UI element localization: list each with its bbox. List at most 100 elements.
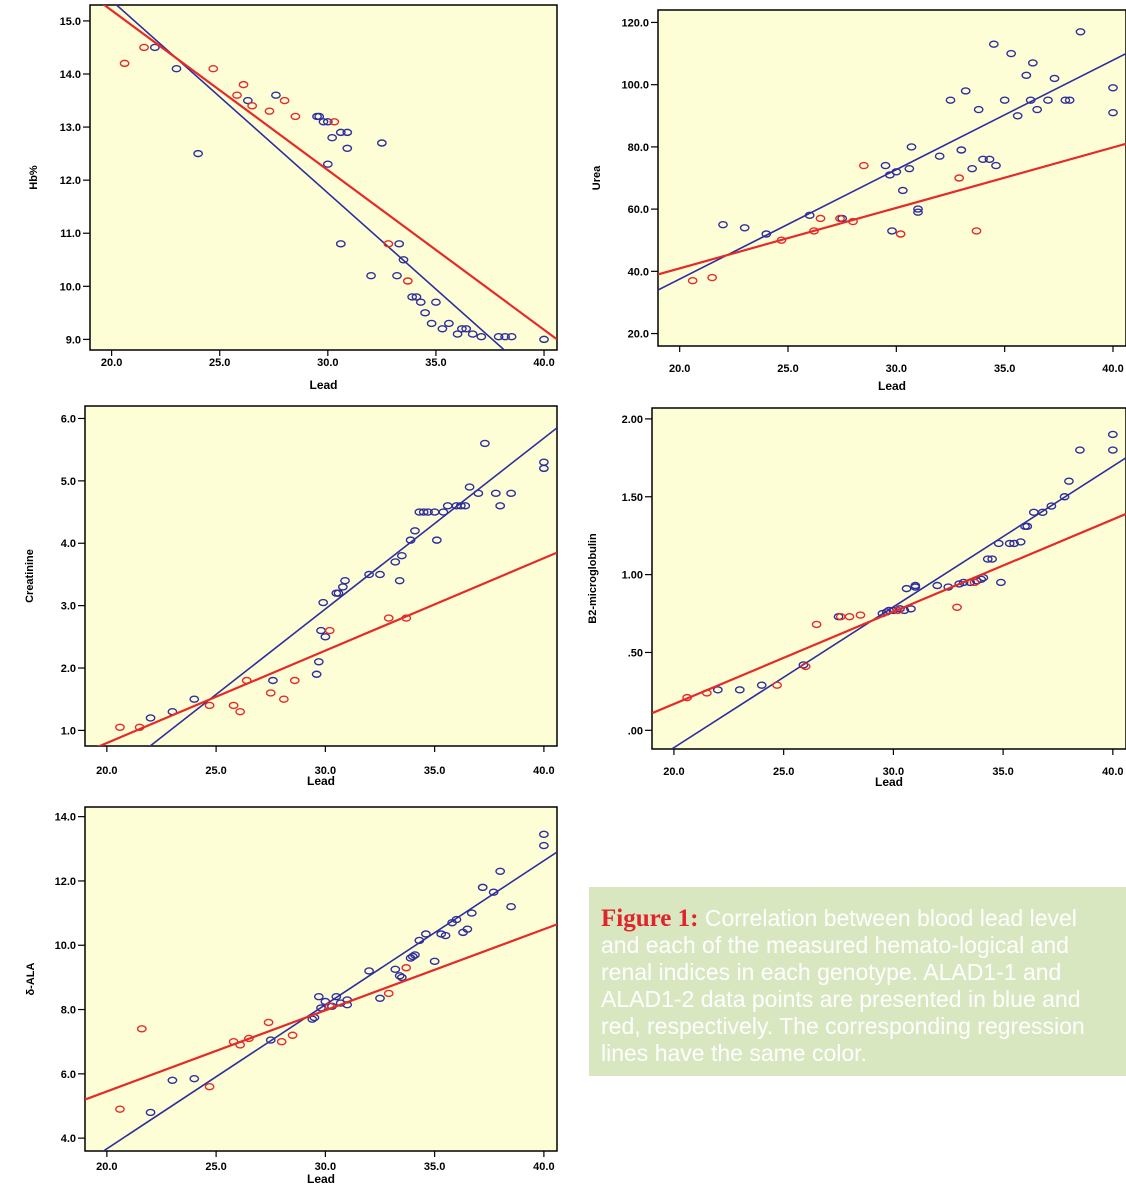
urea-blue-point xyxy=(1012,112,1023,120)
urea-blue-point xyxy=(945,96,956,104)
hb-blue-point xyxy=(335,240,346,248)
urea-blue-point xyxy=(1108,84,1118,92)
ala-x-axis-label: Lead xyxy=(307,1172,335,1186)
b2m-red-point xyxy=(682,693,693,702)
ala-y-axis-label: δ-ALA xyxy=(25,962,37,995)
urea-blue-point xyxy=(1027,59,1038,67)
urea-blue-point xyxy=(999,96,1010,104)
urea-x-axis-label: Lead xyxy=(878,379,906,393)
creatinine-x-tick-label: 40.0 xyxy=(533,765,554,777)
creatinine-blue-point xyxy=(460,502,471,510)
creatinine-red-point xyxy=(324,626,335,635)
ala-blue-point xyxy=(390,965,401,974)
ala-blue-point xyxy=(407,952,418,961)
creatinine-red-point xyxy=(278,695,289,703)
hb-y-tick-label: 12.0 xyxy=(60,175,81,187)
hb-red-point xyxy=(279,96,290,105)
b2m-blue-point xyxy=(1075,446,1085,454)
hb-blue-point xyxy=(476,333,487,341)
creatinine-blue-point xyxy=(538,464,549,473)
urea-blue-point xyxy=(1021,71,1032,80)
ala-y-tick-label: 8.0 xyxy=(61,1005,76,1017)
creatinine-blue-point xyxy=(189,695,200,703)
creatinine-blue-point xyxy=(423,508,433,516)
creatinine-blue-point xyxy=(311,670,322,678)
urea-blue-point xyxy=(1025,96,1036,104)
b2m-blue-point xyxy=(1009,539,1019,548)
urea-blue-point xyxy=(984,155,995,164)
urea-blue-point xyxy=(1064,96,1075,104)
b2m-blue-point xyxy=(987,555,998,563)
urea-y-tick-label: 20.0 xyxy=(628,329,649,341)
hb-red-point xyxy=(383,240,394,248)
hb-y-tick-label: 13.0 xyxy=(60,122,81,134)
hb-blue-point xyxy=(342,128,353,137)
creatinine-red-point xyxy=(134,723,145,731)
urea-blue-point xyxy=(1049,74,1060,83)
b2m-blue-point xyxy=(901,584,912,593)
creatinine-blue-point xyxy=(145,714,156,722)
ala-blue-point xyxy=(189,1074,200,1083)
ala-chart: 4.0 6.0 8.0 10.0 12.0 14.0 20.0 25.0 30.0 35.0 40.… xyxy=(25,806,558,1186)
b2m-red-point xyxy=(701,689,712,697)
creatinine-red-point xyxy=(289,676,300,685)
creatinine-red-point xyxy=(115,723,125,731)
b2m-red-point xyxy=(844,612,855,621)
ala-blue-point xyxy=(420,930,431,938)
creatinine-x-tick-label: 35.0 xyxy=(424,765,445,777)
ala-red-point xyxy=(401,964,412,972)
hb-blue-point xyxy=(506,333,517,341)
b2m-blue-point xyxy=(734,686,745,694)
urea-chart: 20.0 40.0 60.0 80.0 100.0 120.0 20.0 25.0 30.0 35… xyxy=(591,9,1126,393)
urea-blue-point xyxy=(718,220,728,229)
ala-plot-area xyxy=(84,806,558,1152)
hb-x-tick-label: 30.0 xyxy=(317,357,338,369)
b2m-blue-point xyxy=(1064,477,1074,485)
urea-blue-point xyxy=(956,146,967,154)
creatinine-y-axis-label: Creatinine xyxy=(24,549,36,603)
ala-blue-point xyxy=(167,1076,178,1084)
ala-blue-point xyxy=(364,967,374,975)
b2m-blue-point xyxy=(1046,502,1057,510)
urea-blue-point xyxy=(804,211,815,220)
b2m-blue-point xyxy=(996,578,1006,587)
creatinine-blue-point xyxy=(364,570,374,579)
creatinine-blue-point xyxy=(506,489,517,498)
b2m-blue-point xyxy=(756,681,767,689)
b2m-y-tick-label: 1.50 xyxy=(622,492,643,504)
hb-blue-point xyxy=(539,335,549,344)
b2m-blue-point xyxy=(910,581,921,590)
b2m-blue-point xyxy=(958,578,969,587)
hb-blue-point xyxy=(366,271,376,280)
creatinine-blue-point xyxy=(418,508,429,516)
hb-chart: 9.0 10.0 11.0 12.0 13.0 14.0 15.0 20.0 25.0 30.0 3… xyxy=(28,4,558,392)
hb-blue-point xyxy=(242,96,253,105)
creatinine-red-point xyxy=(383,614,394,622)
urea-blue-point xyxy=(897,186,908,195)
urea-blue-point xyxy=(913,208,923,216)
creatinine-blue-point xyxy=(375,570,385,579)
ala-blue-point xyxy=(414,936,425,945)
urea-blue-point xyxy=(1108,108,1118,117)
hb-red-point xyxy=(119,59,130,68)
b2m-x-tick-label: 35.0 xyxy=(992,766,1013,778)
creatinine-blue-point xyxy=(405,536,416,544)
hb-y-tick-label: 10.0 xyxy=(60,281,81,293)
b2m-blue-point xyxy=(932,581,943,590)
hb-x-tick-label: 35.0 xyxy=(425,357,446,369)
ala-blue-point xyxy=(410,951,420,959)
b2m-red-point xyxy=(952,603,962,612)
hb-blue-point xyxy=(149,43,160,52)
creatinine-blue-point xyxy=(318,598,329,607)
urea-blue-point xyxy=(973,105,984,114)
urea-red-point xyxy=(971,227,982,235)
hb-y-tick-label: 11.0 xyxy=(60,228,81,240)
b2m-blue-point xyxy=(982,555,993,563)
ala-red-point xyxy=(324,1002,335,1011)
creatinine-blue-point xyxy=(473,489,484,498)
ala-blue-point xyxy=(265,1036,276,1044)
ala-blue-point xyxy=(451,915,462,924)
urea-blue-point xyxy=(904,164,915,173)
b2m-x-tick-label: 20.0 xyxy=(663,766,684,778)
hb-blue-point xyxy=(398,256,409,264)
